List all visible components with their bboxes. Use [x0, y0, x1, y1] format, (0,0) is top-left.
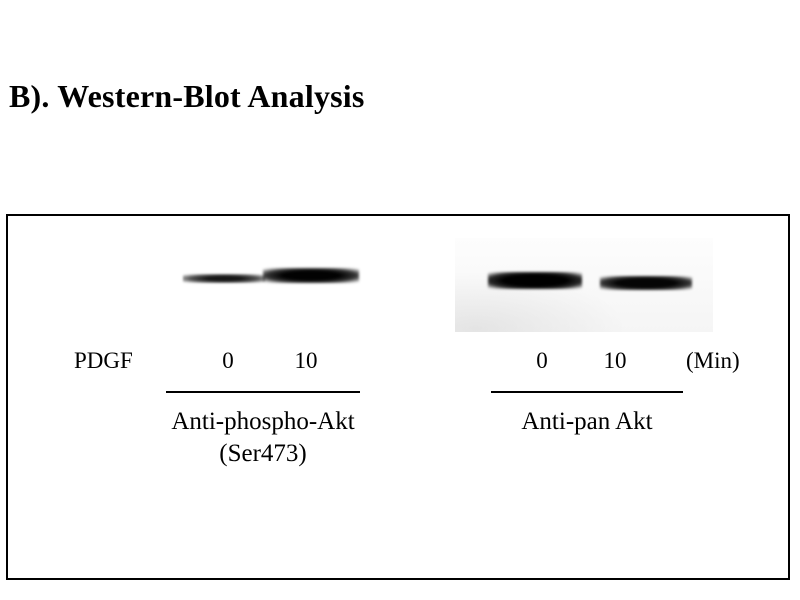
blot-panel: PDGF 0 10 0 10 (Min) Anti-phospho-Akt (S…	[6, 214, 790, 580]
pdgf-label: PDGF	[74, 348, 133, 373]
left-blot-band-lane10	[263, 268, 359, 283]
right-blot-band-lane10	[600, 276, 692, 290]
right-blot-underline	[491, 391, 683, 393]
right-lane-label-10: 10	[603, 348, 627, 373]
left-antibody-caption: Anti-phospho-Akt (Ser473)	[140, 406, 386, 470]
right-lane-label-0: 0	[536, 348, 548, 373]
left-blot-band-lane0	[183, 274, 265, 283]
right-antibody-caption: Anti-pan Akt	[521, 408, 653, 435]
right-blot-film	[455, 238, 713, 332]
left-lane-label-0: 0	[222, 348, 234, 373]
left-lane-label-10: 10	[294, 348, 318, 373]
minutes-unit-label: (Min)	[686, 348, 740, 373]
right-blot-band-lane0	[488, 272, 582, 289]
figure-title: B). Western-Blot Analysis	[9, 78, 365, 114]
left-antibody-name: Anti-phospho-Akt	[171, 408, 355, 435]
left-blot-underline	[166, 391, 360, 393]
left-antibody-site: (Ser473)	[219, 440, 307, 467]
